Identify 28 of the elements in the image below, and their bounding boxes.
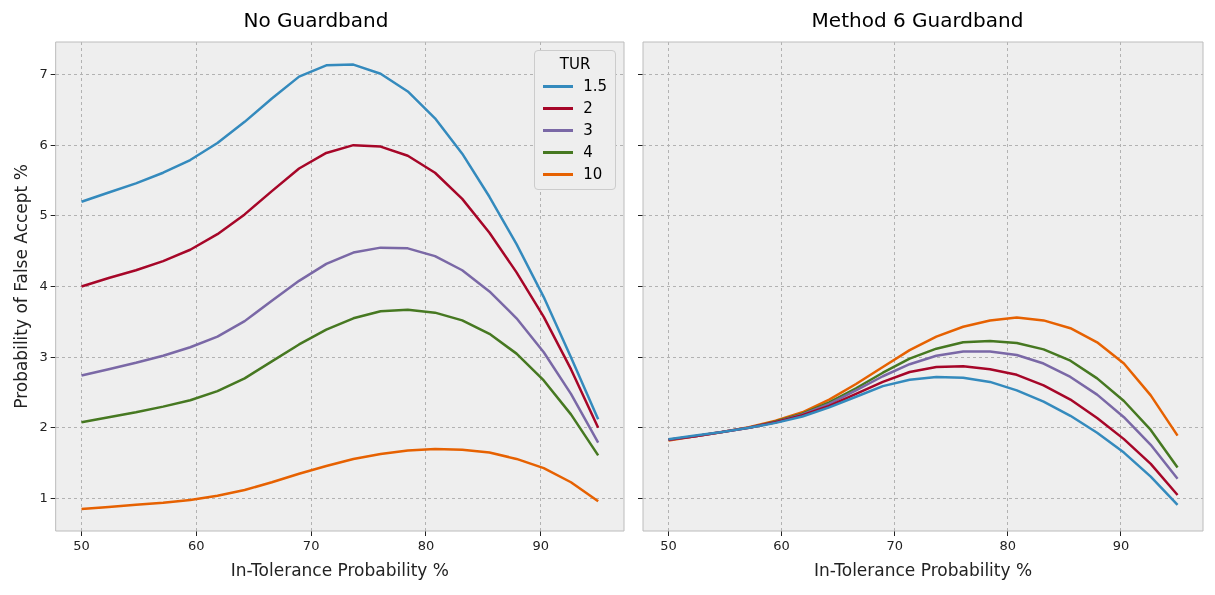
x-tick-label: 50 <box>73 538 90 554</box>
x-tick-label: 60 <box>188 538 205 554</box>
x-tick-label: 90 <box>532 538 550 554</box>
x-tick-label: 60 <box>773 538 790 554</box>
x-tick-label: 70 <box>302 538 320 554</box>
x-tick-label: 70 <box>886 538 903 554</box>
y-axis-title: Probability of False Accept % <box>10 164 31 409</box>
legend-label: 1.5 <box>583 76 607 97</box>
x-tick-label: 90 <box>1112 538 1130 554</box>
chart-title: No Guardband <box>243 8 389 33</box>
legend-title: TUR <box>558 55 592 73</box>
legend-label: 3 <box>583 120 593 141</box>
y-tick-label: 5 <box>39 207 48 223</box>
chart-title: Method 6 Guardband <box>811 8 1024 33</box>
x-tick-label: 50 <box>660 538 677 554</box>
legend-label: 10 <box>583 164 603 185</box>
y-tick-label: 6 <box>39 136 48 152</box>
x-tick-label: 80 <box>999 538 1017 554</box>
y-tick-label: 7 <box>39 65 48 81</box>
x-axis-title: In-Tolerance Probability % <box>230 560 449 581</box>
y-tick-label: 2 <box>39 419 48 435</box>
x-tick-label: 80 <box>417 538 435 554</box>
y-tick-label: 3 <box>39 348 48 364</box>
legend-label: 2 <box>583 98 593 119</box>
legend-label: 4 <box>583 142 593 163</box>
y-tick-label: 4 <box>39 277 48 293</box>
y-tick-label: 1 <box>39 489 48 505</box>
x-axis-title: In-Tolerance Probability % <box>813 560 1033 581</box>
